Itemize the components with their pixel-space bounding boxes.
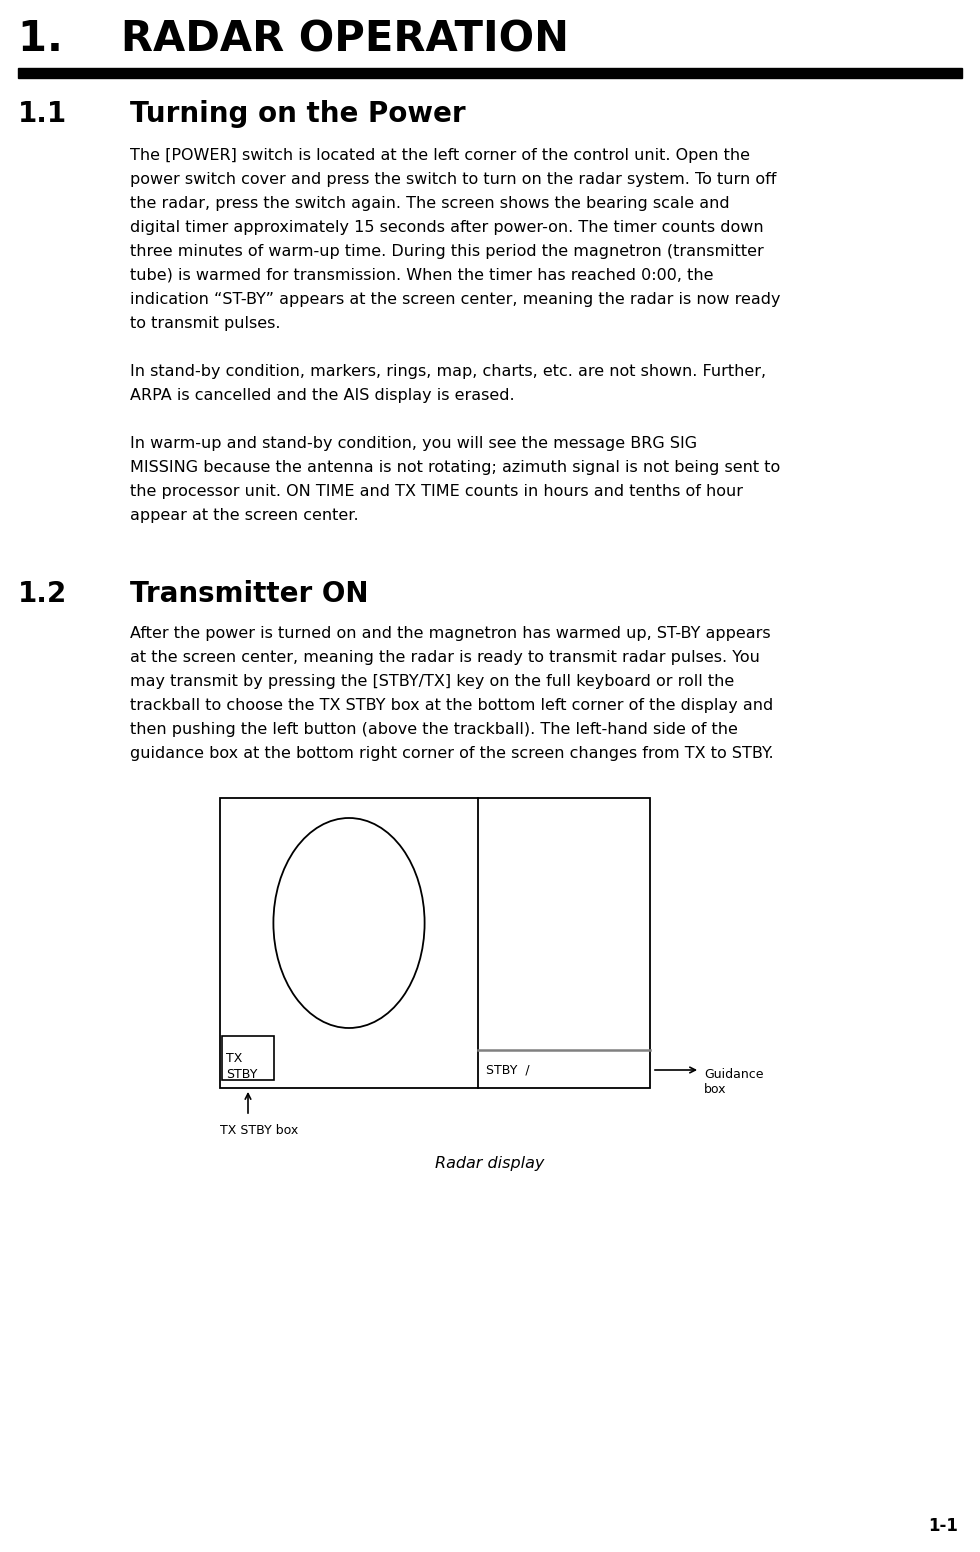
- Ellipse shape: [273, 818, 424, 1027]
- Bar: [222, 1037, 274, 1080]
- Text: at the screen center, meaning the radar is ready to transmit radar pulses. You: at the screen center, meaning the radar …: [130, 650, 760, 664]
- Text: STBY: STBY: [226, 1068, 258, 1082]
- Text: appear at the screen center.: appear at the screen center.: [130, 508, 359, 523]
- Text: STBY  /: STBY /: [486, 1063, 529, 1077]
- Text: indication “ST-BY” appears at the screen center, meaning the radar is now ready: indication “ST-BY” appears at the screen…: [130, 292, 780, 307]
- Text: tube) is warmed for transmission. When the timer has reached 0:00, the: tube) is warmed for transmission. When t…: [130, 268, 713, 282]
- Text: 1.2: 1.2: [18, 580, 68, 608]
- Bar: [18, 68, 962, 78]
- Text: the processor unit. ON TIME and TX TIME counts in hours and tenths of hour: the processor unit. ON TIME and TX TIME …: [130, 484, 743, 500]
- Text: ARPA is cancelled and the AIS display is erased.: ARPA is cancelled and the AIS display is…: [130, 388, 514, 404]
- Text: guidance box at the bottom right corner of the screen changes from TX to STBY.: guidance box at the bottom right corner …: [130, 747, 773, 760]
- Text: trackball to choose the TX STBY box at the bottom left corner of the display and: trackball to choose the TX STBY box at t…: [130, 698, 773, 712]
- Text: TX STBY box: TX STBY box: [220, 1124, 298, 1138]
- Text: 1.1: 1.1: [18, 99, 67, 127]
- Text: 1-1: 1-1: [928, 1516, 958, 1535]
- Text: After the power is turned on and the magnetron has warmed up, ST-BY appears: After the power is turned on and the mag…: [130, 625, 770, 641]
- Text: In stand-by condition, markers, rings, map, charts, etc. are not shown. Further,: In stand-by condition, markers, rings, m…: [130, 365, 766, 379]
- Text: to transmit pulses.: to transmit pulses.: [130, 317, 280, 331]
- Text: digital timer approximately 15 seconds after power-on. The timer counts down: digital timer approximately 15 seconds a…: [130, 220, 763, 234]
- Text: Radar display: Radar display: [435, 1156, 545, 1172]
- Text: MISSING because the antenna is not rotating; azimuth signal is not being sent to: MISSING because the antenna is not rotat…: [130, 459, 780, 475]
- Text: may transmit by pressing the [STBY/TX] key on the full keyboard or roll the: may transmit by pressing the [STBY/TX] k…: [130, 674, 734, 689]
- Text: power switch cover and press the switch to turn on the radar system. To turn off: power switch cover and press the switch …: [130, 172, 776, 186]
- Text: the radar, press the switch again. The screen shows the bearing scale and: the radar, press the switch again. The s…: [130, 196, 730, 211]
- Bar: [220, 798, 650, 1088]
- Text: Turning on the Power: Turning on the Power: [130, 99, 466, 127]
- Text: In warm-up and stand-by condition, you will see the message BRG SIG: In warm-up and stand-by condition, you w…: [130, 436, 697, 452]
- Text: then pushing the left button (above the trackball). The left-hand side of the: then pushing the left button (above the …: [130, 722, 738, 737]
- Text: TX: TX: [226, 1052, 242, 1065]
- Text: three minutes of warm-up time. During this period the magnetron (transmitter: three minutes of warm-up time. During th…: [130, 244, 763, 259]
- Text: Transmitter ON: Transmitter ON: [130, 580, 368, 608]
- Text: The [POWER] switch is located at the left corner of the control unit. Open the: The [POWER] switch is located at the lef…: [130, 147, 750, 163]
- Text: 1.    RADAR OPERATION: 1. RADAR OPERATION: [18, 19, 569, 61]
- Text: Guidance
box: Guidance box: [704, 1068, 763, 1096]
